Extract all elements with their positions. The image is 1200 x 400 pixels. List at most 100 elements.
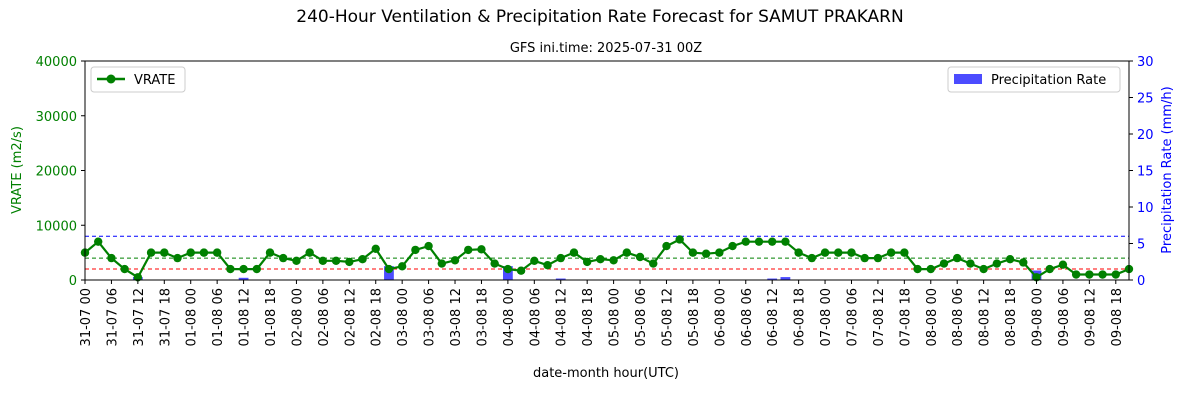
x-tick-label: 08-08 06 [951, 288, 966, 346]
vrate-point [437, 259, 447, 268]
vrate-point [424, 241, 433, 251]
vrate-point [926, 264, 935, 274]
x-tick-label: 06-08 18 [793, 288, 808, 346]
x-tick-label: 31-07 18 [158, 288, 173, 346]
vrate-point [107, 253, 116, 263]
x-tick-label: 01-08 00 [185, 288, 200, 346]
vrate-point [279, 253, 288, 263]
x-tick-label: 07-08 00 [819, 288, 834, 346]
vrate-point [146, 248, 156, 257]
vrate-point [490, 259, 499, 268]
vrate-point [120, 264, 129, 274]
vrate-point [397, 262, 407, 271]
x-tick-label: 06-08 06 [740, 288, 755, 346]
vrate-point [781, 237, 790, 246]
precip-bar [780, 277, 791, 280]
legend-precip: Precipitation Rate [947, 66, 1121, 93]
vrate-point [807, 253, 817, 263]
x-tick-label: 09-08 00 [1030, 288, 1045, 346]
legend-vrate-box [90, 66, 186, 93]
vrate-point [265, 248, 275, 257]
x-tick-label: 02-08 00 [290, 288, 305, 346]
x-tick-label: 31-07 06 [105, 288, 120, 346]
vrate-point [199, 248, 209, 257]
vrate-point [913, 264, 922, 274]
vrate-point [477, 245, 486, 254]
vrate-point [516, 266, 526, 275]
x-tick-label: 09-08 18 [1110, 288, 1125, 346]
y-tick-label-right: 25 [1137, 92, 1154, 107]
vrate-point [252, 264, 261, 274]
x-axis-label: date-month hour(UTC) [533, 366, 679, 381]
x-tick-label: 01-08 06 [211, 288, 226, 346]
vrate-point [292, 256, 301, 266]
precip-bar [555, 278, 566, 280]
legend-vrate-marker [106, 74, 116, 84]
vrate-point [160, 248, 169, 257]
vrate-point [464, 245, 473, 255]
vrate-point [900, 248, 909, 257]
x-tick-label: 03-08 18 [475, 288, 490, 346]
x-tick-label: 05-08 18 [687, 288, 702, 346]
vrate-point [609, 256, 618, 265]
x-tick-label: 05-08 12 [660, 288, 675, 346]
vrate-point [186, 248, 195, 257]
vrate-point [767, 237, 777, 246]
vrate-point [596, 254, 605, 264]
x-tick-label: 01-08 12 [238, 288, 253, 346]
vrate-point [860, 253, 869, 263]
vrate-point [503, 264, 513, 274]
y-axis-label-left: VRATE (m2/s) [10, 126, 25, 214]
y-tick-label-left: 0 [69, 274, 77, 289]
x-tick-label: 04-08 12 [555, 288, 570, 346]
vrate-point [966, 259, 975, 268]
y-tick-label-left: 40000 [36, 55, 77, 70]
y-tick-label-right: 30 [1137, 55, 1154, 70]
vrate-point [94, 237, 103, 246]
legend-vrate-label: VRATE [134, 73, 175, 88]
x-tick-label: 03-08 00 [396, 288, 411, 346]
x-tick-label: 31-07 00 [79, 288, 94, 346]
vrate-point [873, 253, 883, 263]
vrate-point [754, 237, 764, 246]
x-tick-label: 04-08 18 [581, 288, 596, 346]
x-tick-label: 05-08 06 [634, 288, 649, 346]
legend-vrate: VRATE [90, 66, 186, 93]
vrate-point [226, 264, 235, 274]
vrate-point [569, 248, 579, 257]
vrate-point [1045, 264, 1054, 274]
x-tick-label: 08-08 00 [925, 288, 940, 346]
vrate-point [635, 252, 645, 262]
vrate-point [1098, 270, 1107, 279]
vrate-point [173, 253, 182, 263]
vrate-point [820, 248, 830, 257]
x-tick-label: 01-08 18 [264, 288, 279, 346]
vrate-point [133, 273, 143, 282]
vrate-point [649, 259, 658, 268]
vrate-point [411, 245, 420, 255]
vrate-point [530, 256, 539, 266]
x-tick-label: 07-08 06 [845, 288, 860, 346]
vrate-point [715, 248, 724, 257]
vrate-point [728, 241, 737, 251]
vrate-point [834, 248, 843, 257]
x-tick-label: 31-07 12 [132, 288, 147, 346]
legend-precip-swatch [954, 74, 982, 84]
vrate-point [358, 254, 367, 264]
vrate-point [701, 249, 711, 258]
y-tick-label-left: 10000 [36, 219, 77, 234]
vrate-point [1032, 273, 1041, 282]
vrate-point [847, 248, 856, 257]
vrate-point [450, 256, 460, 265]
vrate-point [741, 237, 750, 246]
vrate-point [675, 235, 684, 244]
vrate-point [1111, 270, 1120, 279]
legend-precip-label: Precipitation Rate [991, 73, 1106, 88]
x-tick-label: 09-08 06 [1057, 288, 1072, 346]
vrate-point [371, 244, 380, 253]
vrate-point [384, 264, 394, 274]
y-tick-label-left: 20000 [36, 165, 77, 180]
precip-bar [238, 277, 249, 280]
vrate-point [1085, 270, 1094, 279]
vrate-point [239, 264, 248, 274]
